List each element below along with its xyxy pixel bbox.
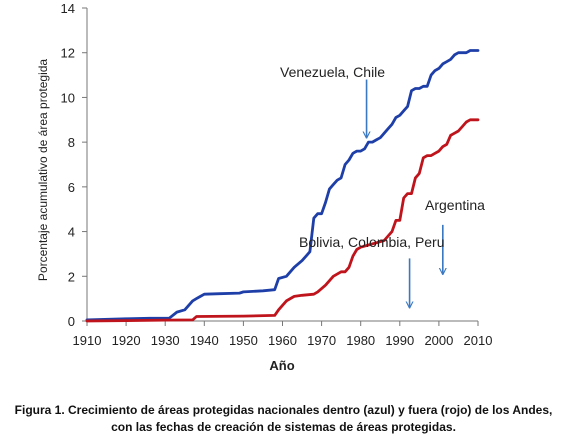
- x-tick-label: 1930: [151, 333, 180, 348]
- y-tick-label: 0: [68, 314, 75, 329]
- y-tick-label: 4: [68, 225, 75, 240]
- x-tick-label: 1960: [268, 333, 297, 348]
- x-tick-label: 1980: [346, 333, 375, 348]
- x-tick-label: 1910: [73, 333, 102, 348]
- y-tick-label: 2: [68, 269, 75, 284]
- caption-line-1: Figura 1. Crecimiento de áreas protegida…: [14, 403, 553, 417]
- y-tick-label: 8: [68, 135, 75, 150]
- caption-line-2: con las fechas de creación de sistemas d…: [111, 420, 456, 434]
- y-tick-label: 10: [61, 90, 75, 105]
- series-line-blue: [85, 49, 480, 322]
- annotation-label: Bolivia, Colombia, Peru: [299, 234, 445, 250]
- chart: 0 2 4 6 8 10 12 14 1910 1920 1930 1940 1950 1960 1970 1…: [36, 1, 493, 373]
- chart-svg: 0 2 4 6 8 10 12 14 1910 1920 1930 1940 1950 1960 1970 1…: [36, 1, 493, 373]
- x-tick-label: 2010: [464, 333, 493, 348]
- series-line-red: [85, 118, 480, 323]
- x-tick-label: 1950: [229, 333, 258, 348]
- x-tick-label: 1970: [307, 333, 336, 348]
- x-tick-label: 1940: [190, 333, 219, 348]
- x-tick-label: 1990: [385, 333, 414, 348]
- y-tick-label: 12: [61, 46, 75, 61]
- y-tick-label: 6: [68, 180, 75, 195]
- x-tick-label: 2000: [424, 333, 453, 348]
- x-tick-label: 1920: [112, 333, 141, 348]
- figure-caption: Figura 1. Crecimiento de áreas protegida…: [0, 402, 567, 436]
- annotation-label: Argentina: [425, 197, 485, 213]
- y-axis-title: Porcentaje acumulativo de área protegida: [36, 59, 50, 281]
- annotation-label: Venezuela, Chile: [280, 64, 385, 80]
- x-axis-title: Año: [269, 358, 294, 373]
- y-tick-label: 14: [61, 1, 75, 16]
